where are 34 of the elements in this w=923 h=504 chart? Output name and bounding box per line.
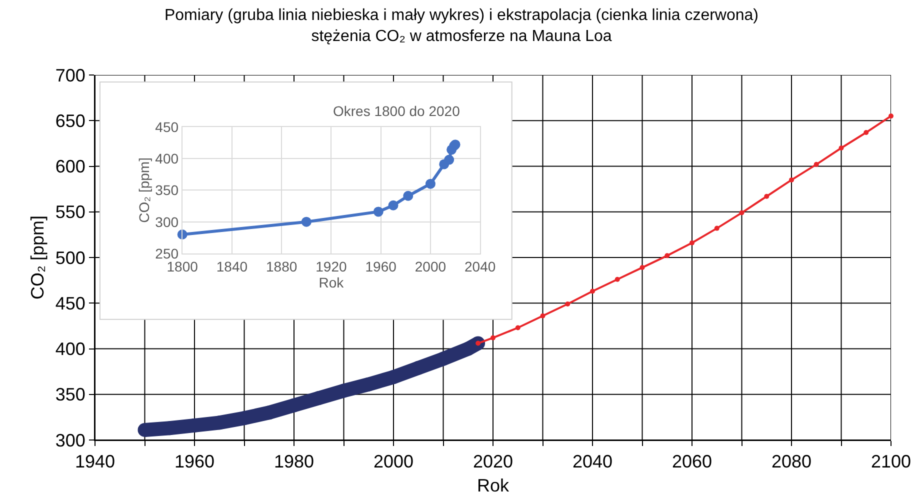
x-tick-label: 1880 — [266, 258, 298, 274]
x-tick-label: 1960 — [365, 258, 397, 274]
y-tick-label: 350 — [155, 182, 179, 198]
y-tick-label: 400 — [55, 339, 86, 360]
x-tick-label: 1940 — [74, 452, 116, 472]
x-tick-label: 2000 — [373, 452, 414, 472]
y-tick-label: 350 — [55, 384, 86, 405]
x-tick-label: 2040 — [572, 452, 613, 472]
y-tick-label: 550 — [55, 202, 86, 222]
y-tick-label: 400 — [155, 150, 179, 166]
x-tick-label: 1920 — [316, 258, 347, 274]
y-tick-label: 300 — [55, 430, 86, 450]
x-tick-label: 1960 — [174, 452, 215, 472]
x-tick-label: 2040 — [464, 258, 496, 274]
x-axis-title: Rok — [476, 476, 510, 496]
chart-title: Okres 1800 do 2020 — [333, 103, 460, 119]
y-tick-label: 600 — [55, 156, 86, 177]
x-tick-label: 2060 — [672, 452, 712, 472]
chart-title: Pomiary (gruba linia niebieska i mały wykres) i ekstrapolacja (cienka linia czerwona) stężenia CO₂ w atmosferze na Mauna Loa — [164, 7, 759, 45]
y-axis-title: CO₂ [ppm] — [136, 158, 152, 223]
x-tick-label: 1980 — [274, 452, 314, 472]
x-tick-label: 2100 — [870, 452, 912, 472]
y-tick-label: 450 — [55, 293, 86, 314]
x-tick-label: 1840 — [216, 258, 248, 274]
y-tick-label: 500 — [55, 248, 86, 268]
y-axis-title: CO₂ [ppm] — [28, 215, 48, 300]
x-axis-title: Rok — [318, 274, 345, 290]
y-tick-label: 450 — [155, 118, 179, 135]
x-tick-label: 2000 — [414, 258, 446, 274]
x-tick-label: 2020 — [472, 452, 514, 472]
y-tick-label: 300 — [155, 214, 179, 230]
y-tick-label: 700 — [55, 65, 86, 86]
y-tick-label: 650 — [55, 110, 86, 131]
x-tick-label: 2080 — [771, 452, 812, 472]
